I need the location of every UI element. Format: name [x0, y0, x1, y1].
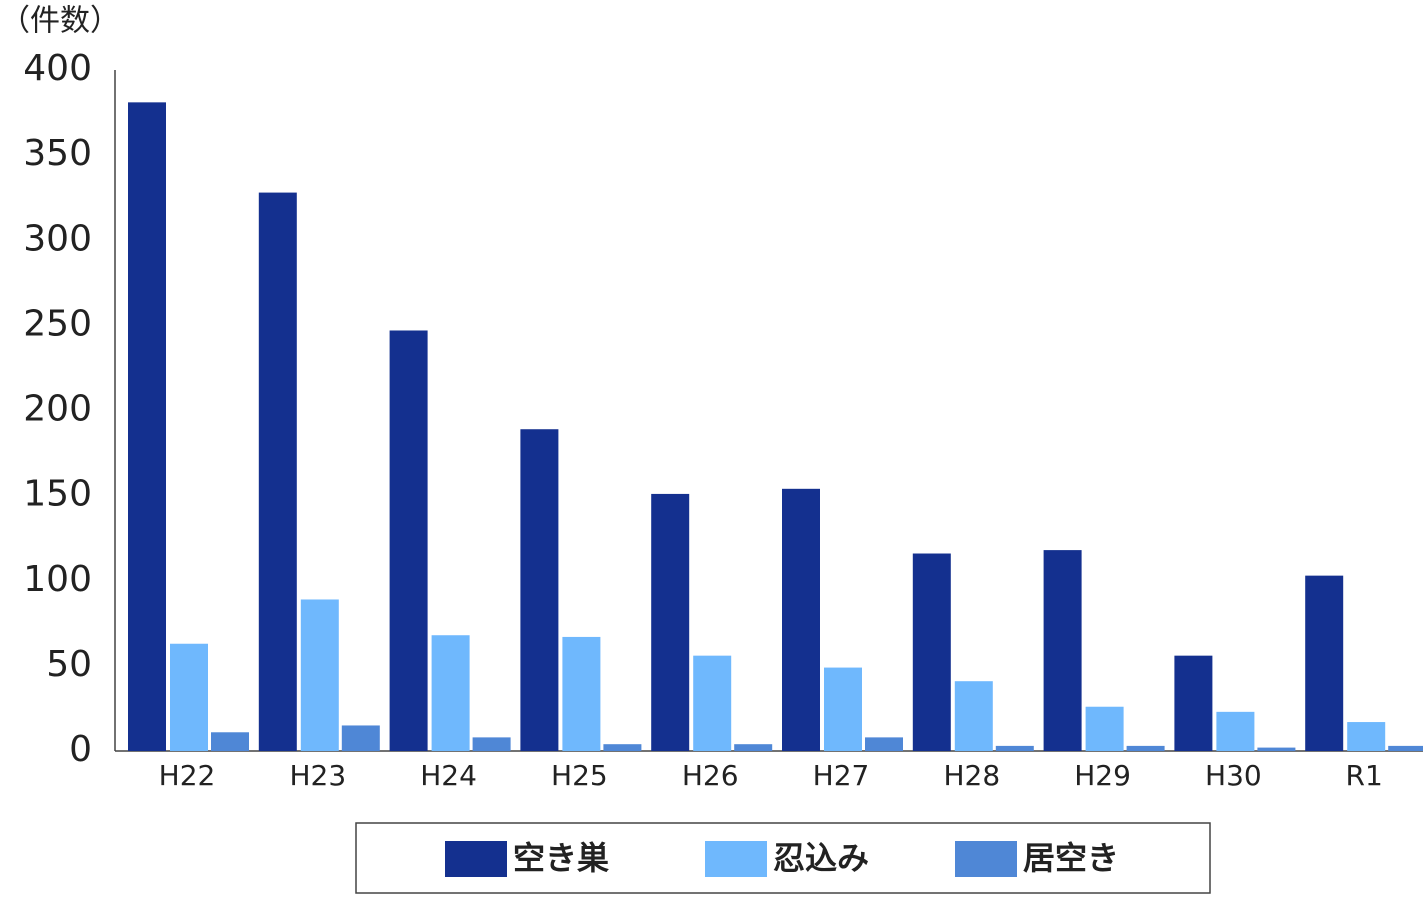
bar — [389, 330, 428, 751]
bar — [170, 643, 208, 751]
legend-label: 空き巣 — [513, 839, 609, 877]
bar — [1347, 722, 1386, 751]
bar — [1126, 745, 1165, 751]
x-tick-label: H25 — [551, 759, 608, 792]
bar — [520, 429, 559, 751]
bar — [995, 745, 1034, 751]
bar — [1257, 747, 1296, 751]
bar — [341, 725, 380, 751]
x-tick-label: H27 — [813, 759, 870, 792]
bar — [1388, 745, 1423, 751]
bar — [472, 737, 511, 751]
legend-swatch — [705, 841, 767, 877]
y-tick-label: 100 — [23, 559, 92, 600]
y-tick-label: 250 — [23, 303, 92, 344]
legend-swatch — [445, 841, 507, 877]
bar — [431, 635, 470, 751]
bar — [954, 681, 993, 751]
bar — [912, 553, 951, 751]
y-tick-label: 350 — [23, 133, 92, 174]
y-tick-label: 0 — [69, 729, 92, 770]
y-axis-label: （件数） — [0, 4, 120, 39]
y-tick-label: 200 — [23, 389, 92, 430]
x-tick-label: H22 — [159, 759, 216, 792]
bar — [693, 655, 732, 751]
x-tick-label: H30 — [1205, 759, 1262, 792]
bar — [865, 737, 903, 751]
x-tick-label: H24 — [420, 759, 477, 792]
x-tick-label: H29 — [1074, 759, 1131, 792]
bar — [258, 192, 297, 751]
bar — [128, 102, 166, 751]
y-tick-label: 150 — [23, 474, 92, 515]
bar — [211, 732, 249, 751]
bar — [300, 599, 339, 751]
bar — [1085, 706, 1124, 751]
legend-label: 忍込み — [773, 839, 869, 877]
bar — [782, 488, 820, 751]
x-tick-label: R1 — [1346, 759, 1383, 792]
legend-label: 居空き — [1023, 839, 1119, 877]
y-tick-label: 50 — [46, 644, 92, 685]
bar — [603, 744, 642, 751]
x-tick-label: H26 — [682, 759, 739, 792]
y-tick-label: 400 — [23, 48, 92, 89]
bar — [824, 667, 862, 751]
bar — [1174, 655, 1213, 751]
y-tick-label: 300 — [23, 218, 92, 259]
legend-swatch — [955, 841, 1017, 877]
legend-box — [355, 822, 1211, 894]
x-tick-label: H28 — [943, 759, 1000, 792]
bar — [734, 744, 773, 751]
bar — [651, 493, 690, 751]
bar — [1305, 575, 1344, 751]
bar — [562, 636, 601, 751]
bar — [1043, 550, 1082, 751]
bar — [1216, 711, 1255, 751]
x-tick-label: H23 — [289, 759, 346, 792]
